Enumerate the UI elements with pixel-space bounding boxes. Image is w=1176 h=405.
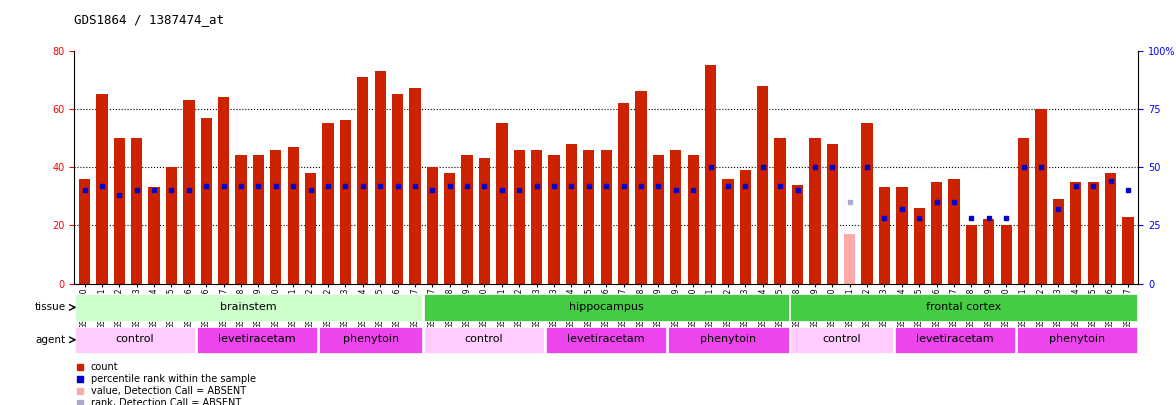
Bar [790, 294, 1137, 320]
Bar [914, 208, 924, 284]
Text: phenytoin: phenytoin [342, 334, 399, 344]
Text: count: count [91, 362, 119, 372]
Text: hippocampus: hippocampus [569, 302, 643, 312]
Text: value, Detection Call = ABSENT: value, Detection Call = ABSENT [91, 386, 246, 396]
Bar [548, 156, 560, 284]
Bar [423, 294, 789, 320]
Bar [461, 156, 473, 284]
Text: agent: agent [35, 335, 66, 345]
Bar [1105, 173, 1116, 284]
Bar [496, 124, 508, 284]
Bar [288, 147, 299, 284]
Bar [965, 225, 977, 284]
Bar [722, 179, 734, 284]
Bar [617, 103, 629, 284]
Bar [1122, 217, 1134, 284]
Bar [775, 138, 786, 284]
Bar [514, 149, 524, 284]
Text: control: control [465, 334, 503, 344]
Text: control: control [822, 334, 861, 344]
Text: GDS1864 / 1387474_at: GDS1864 / 1387474_at [74, 13, 225, 26]
Bar [322, 124, 334, 284]
Text: rank, Detection Call = ABSENT: rank, Detection Call = ABSENT [91, 398, 241, 405]
Bar [198, 327, 318, 353]
Bar [1053, 199, 1064, 284]
Bar [218, 97, 229, 284]
Text: control: control [116, 334, 154, 344]
Bar [688, 156, 699, 284]
Bar [340, 120, 350, 284]
Bar [114, 138, 125, 284]
Bar [427, 167, 437, 284]
Bar [79, 179, 91, 284]
Bar [668, 327, 789, 353]
Bar [635, 92, 647, 284]
Bar [392, 94, 403, 284]
Bar [827, 144, 838, 284]
Bar [895, 327, 1015, 353]
Bar [566, 144, 577, 284]
Bar [740, 170, 751, 284]
Bar [653, 156, 664, 284]
Bar [896, 188, 908, 284]
Bar [601, 149, 612, 284]
Bar [479, 158, 490, 284]
Text: percentile rank within the sample: percentile rank within the sample [91, 374, 256, 384]
Bar [270, 149, 281, 284]
Bar [983, 220, 995, 284]
Bar [1070, 181, 1082, 284]
Text: levetiracetam: levetiracetam [916, 334, 994, 344]
Bar [358, 77, 368, 284]
Text: levetiracetam: levetiracetam [567, 334, 646, 344]
Bar [166, 167, 178, 284]
Bar [131, 138, 142, 284]
Bar [809, 138, 821, 284]
Bar [790, 327, 894, 353]
Bar [235, 156, 247, 284]
Bar [445, 173, 455, 284]
Bar [201, 117, 212, 284]
Bar [704, 65, 716, 283]
Bar [75, 294, 422, 320]
Bar [1018, 138, 1029, 284]
Text: levetiracetam: levetiracetam [219, 334, 296, 344]
Bar [305, 173, 316, 284]
Bar [670, 149, 681, 284]
Text: phenytoin: phenytoin [1049, 334, 1105, 344]
Bar [75, 327, 195, 353]
Bar [1017, 327, 1137, 353]
Bar [1001, 225, 1011, 284]
Bar [546, 327, 667, 353]
Bar [183, 100, 194, 284]
Text: frontal cortex: frontal cortex [927, 302, 1002, 312]
Bar [409, 88, 421, 284]
Text: brainstem: brainstem [220, 302, 276, 312]
Bar [148, 188, 160, 284]
Bar [374, 71, 386, 284]
Bar [423, 327, 544, 353]
Bar [931, 181, 942, 284]
Bar [862, 124, 873, 284]
Bar [583, 149, 595, 284]
Bar [757, 85, 768, 284]
Bar [253, 156, 265, 284]
Bar [1088, 181, 1098, 284]
Bar [844, 234, 855, 284]
Bar [319, 327, 422, 353]
Text: phenytoin: phenytoin [700, 334, 756, 344]
Bar [948, 179, 960, 284]
Text: tissue: tissue [34, 303, 66, 312]
Bar [878, 188, 890, 284]
Bar [791, 185, 803, 284]
Bar [96, 94, 107, 284]
Bar [532, 149, 542, 284]
Bar [1035, 109, 1047, 284]
